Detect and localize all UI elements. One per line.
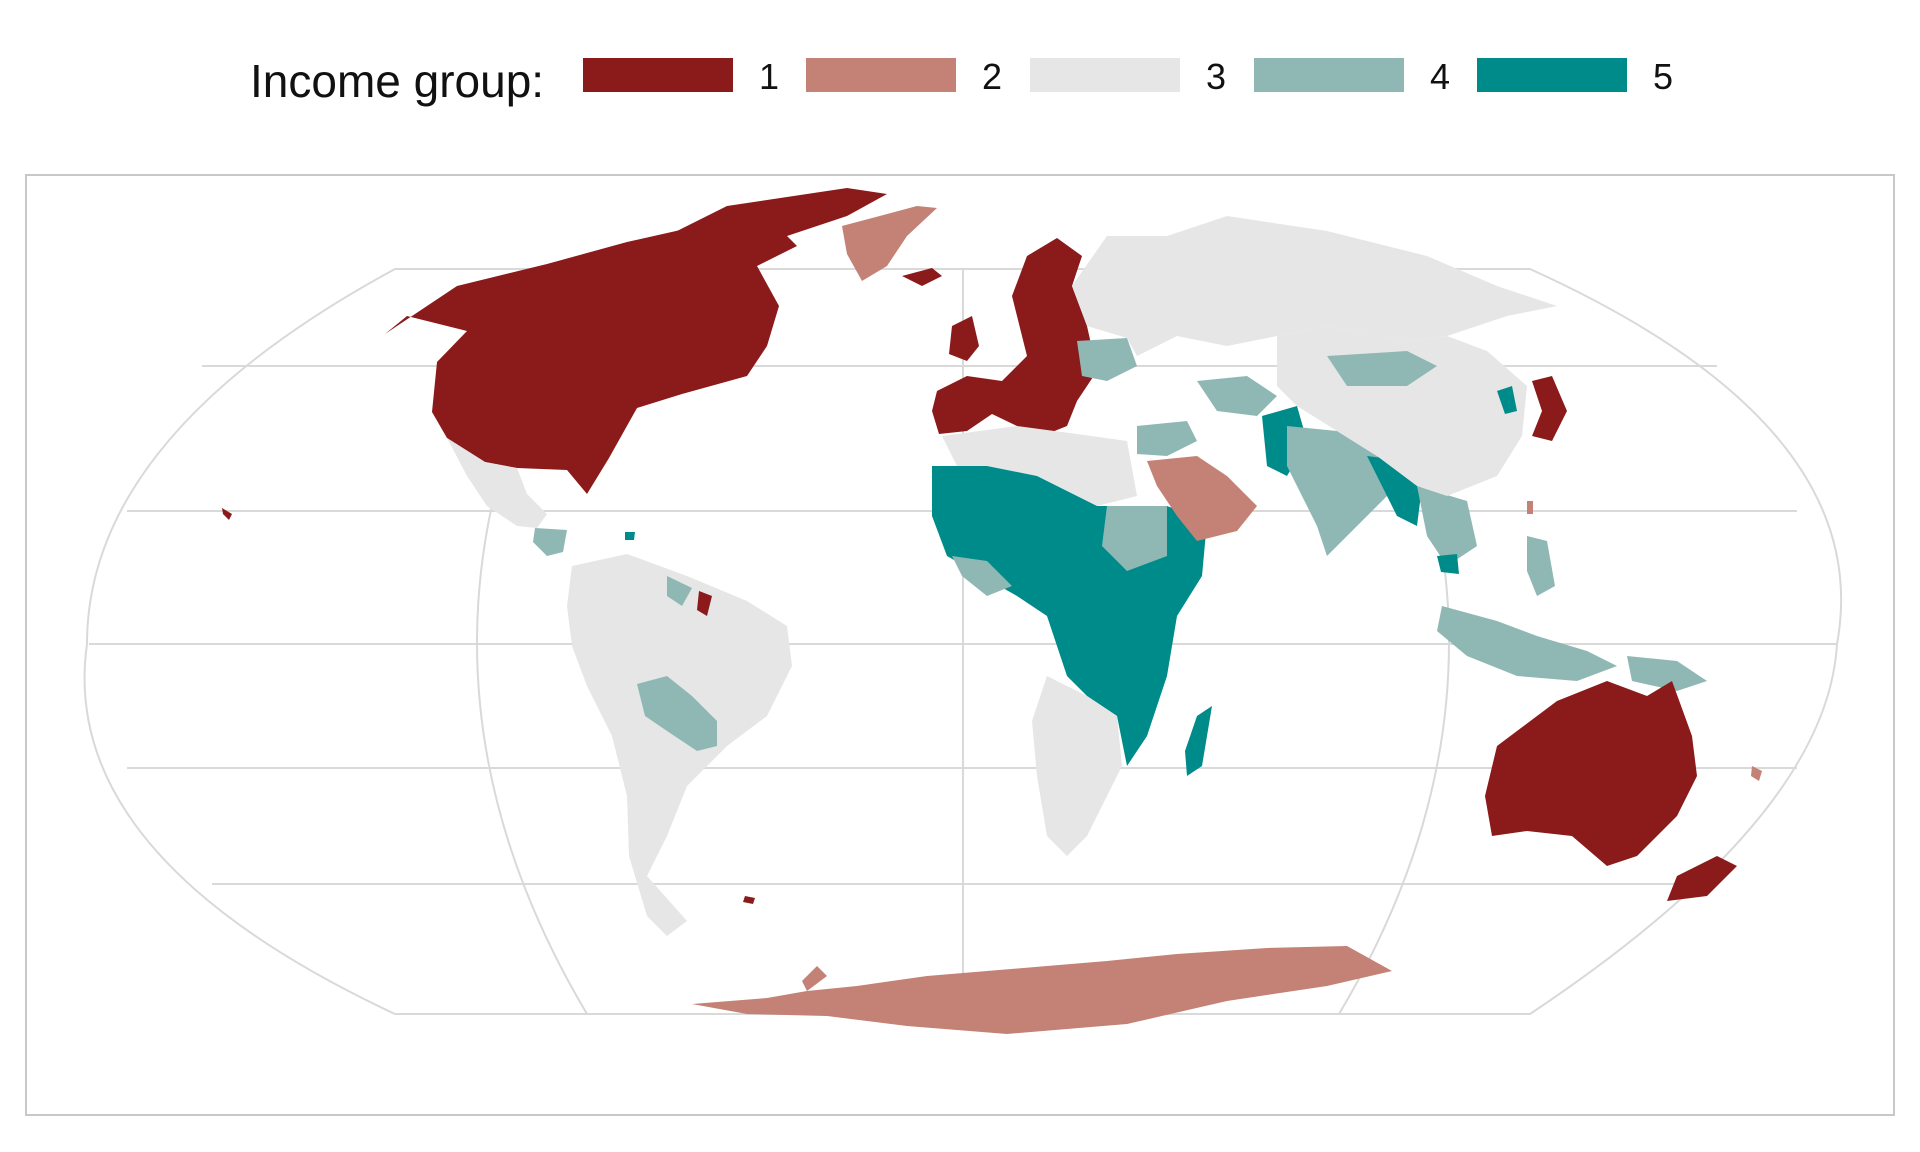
legend-swatch	[806, 58, 956, 92]
region-guianas	[667, 576, 692, 606]
region-russia	[1072, 216, 1557, 356]
region-north-korea	[1497, 386, 1517, 414]
legend-label: 4	[1430, 56, 1451, 97]
region-french-guiana	[697, 591, 712, 616]
map-panel	[25, 174, 1895, 1116]
region-europe	[932, 238, 1097, 438]
region-haiti	[625, 532, 635, 540]
region-south-america	[567, 554, 792, 936]
legend-title: Income group:	[250, 55, 545, 107]
legend-label: 5	[1653, 56, 1674, 97]
region-antarctica	[692, 946, 1392, 1034]
region-hawaii	[222, 508, 232, 520]
legend-swatch	[1477, 58, 1627, 92]
region-papua-new-guinea	[1627, 656, 1707, 691]
region-greenland	[842, 206, 937, 281]
region-uk-ireland	[949, 316, 979, 361]
region-indochina	[1417, 486, 1477, 566]
region-australia	[1485, 681, 1697, 866]
region-west-africa-g4	[952, 556, 1012, 596]
legend-label: 2	[982, 56, 1003, 97]
region-new-caledonia	[1751, 766, 1762, 781]
region-indonesia	[1437, 606, 1617, 681]
region-new-zealand	[1667, 856, 1737, 901]
region-balkans-ukraine	[1077, 338, 1137, 381]
region-arabian-peninsula	[1147, 456, 1257, 541]
world-map	[83, 188, 1842, 1034]
region-mexico	[447, 438, 547, 528]
region-canadian-arctic	[667, 188, 887, 246]
region-mongolia	[1327, 351, 1437, 386]
region-madagascar	[1185, 706, 1212, 776]
region-southern-africa	[1032, 676, 1122, 856]
legend-swatch	[583, 58, 733, 92]
region-central-america	[533, 528, 567, 556]
legend-swatch	[1254, 58, 1404, 92]
region-north-africa	[942, 426, 1137, 506]
region-middle-east	[1137, 421, 1197, 456]
legend-label: 3	[1206, 56, 1227, 97]
region-antarctic-peninsula	[802, 966, 827, 991]
region-japan-korea	[1532, 376, 1567, 441]
region-central-asia	[1197, 376, 1277, 416]
region-iceland	[902, 268, 942, 286]
region-east-africa-g4	[1102, 506, 1167, 571]
region-falklands	[743, 896, 755, 904]
region-cambodia	[1437, 554, 1459, 574]
region-north-america	[385, 216, 797, 494]
region-philippines	[1527, 536, 1555, 596]
legend: Income group: 1 2 3 4 5	[0, 40, 1920, 120]
region-bolivia	[637, 676, 717, 751]
region-taiwan	[1527, 501, 1533, 514]
legend-label: 1	[759, 56, 780, 97]
legend-swatch	[1030, 58, 1180, 92]
